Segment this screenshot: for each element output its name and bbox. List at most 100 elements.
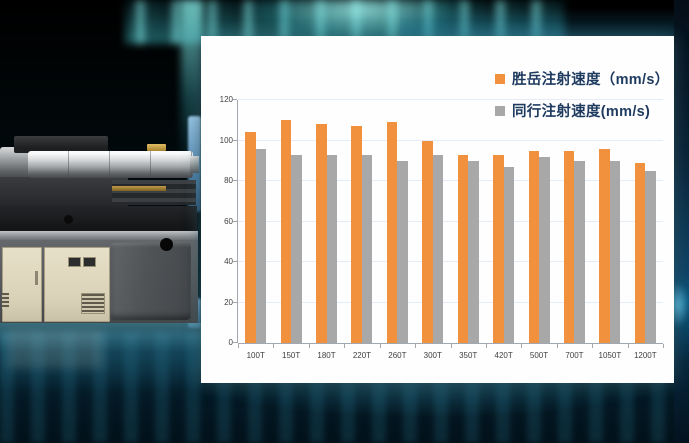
machine-door-handle (35, 271, 38, 285)
y-tick-label: 20 (224, 297, 233, 307)
machine-reflection-highlight (8, 330, 103, 368)
bar-220T-series0 (351, 126, 362, 343)
x-tick-mark (627, 344, 629, 348)
indicator-window (83, 257, 96, 267)
machine-under-body (0, 206, 197, 233)
y-tick-label: 60 (224, 216, 233, 226)
machine-bolt-hole (64, 215, 73, 224)
bar-260T-series0 (386, 122, 398, 343)
gridline (238, 139, 663, 141)
bar-chart-plot-area: 0 20 40 60 80 100 120 100T 150T 180T 220T 260T 300T 3… (220, 95, 664, 360)
bar-500T-series0 (528, 150, 540, 343)
x-tick-mark (556, 344, 558, 348)
machine-brass-bracket (147, 144, 166, 151)
x-tick-mark (521, 344, 523, 348)
machine-knob (160, 238, 173, 251)
gridline (238, 180, 663, 181)
x-tick-mark (308, 344, 310, 348)
bar-150T-series0 (280, 120, 292, 343)
machine-cabinet-door-right (44, 247, 110, 322)
bar-350T-series1 (468, 160, 479, 343)
bar-180T-series1 (326, 154, 338, 343)
chart-panel: 胜岳注射速度（mm/s） 同行注射速度(mm/s) 0 20 40 60 80 100 12… (201, 36, 674, 383)
bar-1050T-series0 (599, 148, 610, 343)
bar-180T-series0 (316, 124, 327, 343)
y-tick-label: 40 (224, 257, 233, 266)
orange-series-marker-icon (495, 73, 505, 84)
vent-grille-icon (81, 293, 105, 314)
machine-motor-housing (14, 136, 108, 153)
y-tick-label: 80 (224, 176, 233, 185)
bar-220T-series1 (361, 154, 373, 343)
x-category-label: 150T (282, 351, 301, 360)
legend-label: 同行注射速度(mm/s) (512, 104, 651, 120)
y-tick-mark (233, 139, 237, 141)
y-tick-label: 0 (228, 338, 233, 347)
machine-injection-barrel (28, 151, 193, 178)
machine-base-top-edge (0, 231, 198, 240)
x-tick-mark (450, 344, 452, 348)
gridline (238, 261, 663, 262)
glow-under-panel (180, 378, 680, 418)
indicator-window (68, 257, 81, 267)
bar-300T-series1 (432, 154, 444, 343)
bar-500T-series1 (539, 156, 550, 343)
x-category-label: 1200T (633, 351, 657, 360)
y-axis-line (237, 100, 238, 343)
bar-100T-series0 (245, 132, 256, 343)
bar-700T-series0 (563, 150, 575, 343)
y-tick-mark (233, 301, 237, 303)
bar-1050T-series1 (609, 160, 621, 343)
vent-grille-icon (2, 293, 9, 309)
bar-1200T-series0 (634, 162, 646, 343)
machine-fabric-cover (110, 243, 191, 320)
machine-nozzle-tip (190, 156, 199, 173)
x-category-label: 700T (565, 351, 584, 360)
legend-item-shengyue: 胜岳注射速度（mm/s） (495, 66, 669, 91)
bar-420T-series1 (503, 166, 515, 343)
gridline (238, 99, 663, 100)
legend-label: 胜岳注射速度（mm/s） (512, 72, 670, 88)
cyan-glow-top (255, 0, 465, 42)
y-tick-mark (233, 220, 237, 222)
x-category-label: 300T (423, 351, 442, 360)
x-category-label: 350T (459, 351, 478, 360)
gridline (238, 220, 663, 222)
x-tick-mark (485, 344, 487, 348)
x-tick-mark (273, 344, 275, 348)
machine-rails (112, 180, 196, 205)
x-category-label: 260T (388, 351, 407, 360)
x-tick-mark (663, 344, 664, 348)
blue-band-right-edge (674, 0, 689, 443)
y-tick-mark (233, 261, 237, 262)
y-tick-label: 120 (219, 95, 233, 104)
blue-wash-top-right (400, 0, 689, 40)
x-category-label: 220T (352, 351, 372, 360)
legend-item-peers: 同行注射速度(mm/s) (495, 98, 669, 123)
bar-260T-series1 (397, 160, 408, 343)
bar-150T-series1 (291, 154, 302, 343)
bar-300T-series0 (422, 140, 433, 343)
y-tick-mark (233, 342, 237, 343)
y-tick-mark (233, 180, 237, 181)
bar-350T-series0 (457, 154, 469, 343)
bar-100T-series1 (255, 148, 267, 343)
y-tick-label: 100 (219, 135, 233, 145)
gridline (238, 301, 663, 303)
bar-1200T-series1 (645, 170, 656, 343)
bar-420T-series0 (493, 154, 504, 343)
x-tick-mark (238, 344, 239, 348)
x-category-label: 420T (494, 351, 513, 360)
x-tick-mark (592, 344, 594, 348)
x-category-label: 1050T (598, 351, 622, 360)
x-tick-mark (415, 344, 417, 348)
gray-series-marker-icon (495, 105, 505, 116)
x-tick-mark (379, 344, 381, 348)
x-category-label: 100T (246, 351, 265, 360)
chart-legend: 胜岳注射速度（mm/s） 同行注射速度(mm/s) (495, 66, 669, 123)
x-category-label: 180T (317, 351, 336, 360)
y-tick-mark (233, 99, 237, 100)
machine-reflection (0, 323, 202, 395)
x-tick-mark (344, 344, 346, 348)
